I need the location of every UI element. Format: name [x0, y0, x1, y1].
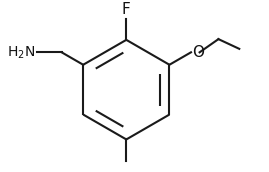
Text: F: F — [122, 2, 131, 17]
Text: H$_2$N: H$_2$N — [7, 44, 35, 61]
Text: O: O — [192, 45, 204, 60]
